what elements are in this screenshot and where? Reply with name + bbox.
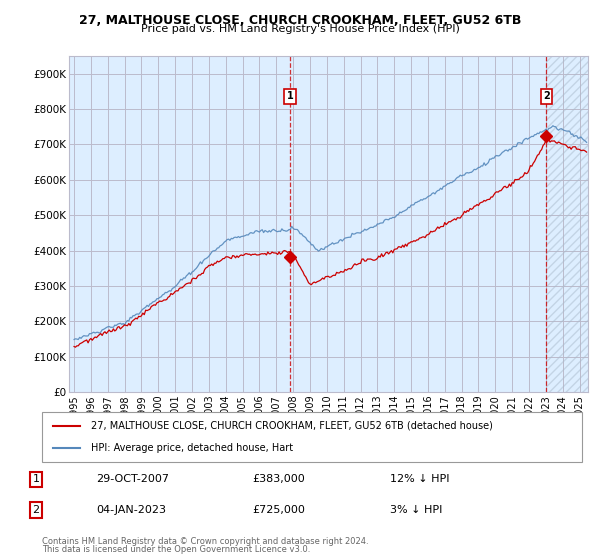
Text: £725,000: £725,000 bbox=[252, 505, 305, 515]
Text: This data is licensed under the Open Government Licence v3.0.: This data is licensed under the Open Gov… bbox=[42, 545, 310, 554]
Text: 1: 1 bbox=[287, 91, 293, 101]
Text: 27, MALTHOUSE CLOSE, CHURCH CROOKHAM, FLEET, GU52 6TB: 27, MALTHOUSE CLOSE, CHURCH CROOKHAM, FL… bbox=[79, 14, 521, 27]
Text: 1: 1 bbox=[32, 474, 40, 484]
Text: 2: 2 bbox=[32, 505, 40, 515]
FancyBboxPatch shape bbox=[42, 412, 582, 462]
Text: 27, MALTHOUSE CLOSE, CHURCH CROOKHAM, FLEET, GU52 6TB (detached house): 27, MALTHOUSE CLOSE, CHURCH CROOKHAM, FL… bbox=[91, 421, 493, 431]
Text: HPI: Average price, detached house, Hart: HPI: Average price, detached house, Hart bbox=[91, 443, 293, 453]
Text: 3% ↓ HPI: 3% ↓ HPI bbox=[390, 505, 442, 515]
Text: 29-OCT-2007: 29-OCT-2007 bbox=[96, 474, 169, 484]
Text: 12% ↓ HPI: 12% ↓ HPI bbox=[390, 474, 449, 484]
Bar bbox=[547, 56, 596, 392]
Text: £383,000: £383,000 bbox=[252, 474, 305, 484]
Text: Contains HM Land Registry data © Crown copyright and database right 2024.: Contains HM Land Registry data © Crown c… bbox=[42, 537, 368, 546]
Text: 04-JAN-2023: 04-JAN-2023 bbox=[96, 505, 166, 515]
Text: 2: 2 bbox=[543, 91, 550, 101]
Text: Price paid vs. HM Land Registry's House Price Index (HPI): Price paid vs. HM Land Registry's House … bbox=[140, 24, 460, 34]
Bar bbox=[547, 56, 596, 392]
